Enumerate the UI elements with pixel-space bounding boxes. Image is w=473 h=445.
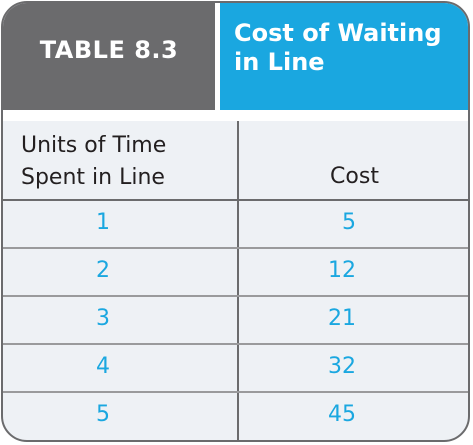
table-row: 5 45: [3, 393, 468, 440]
table-body: Units of Time Spent in Line Cost 1 5 2 1…: [3, 121, 468, 440]
table-row: 4 32: [3, 345, 468, 393]
table-title-box: Cost of Waiting in Line: [220, 3, 468, 110]
table-label: TABLE 8.3: [39, 35, 179, 64]
table-row: 2 12: [3, 249, 468, 297]
column-header-cost: Cost: [330, 164, 379, 189]
units-cell: 3: [96, 306, 110, 331]
table-header: TABLE 8.3 Cost of Waiting in Line: [3, 3, 468, 110]
cost-cell: 32: [328, 354, 356, 379]
header-divider: [215, 3, 220, 110]
header-separator: [3, 110, 468, 121]
cost-cell: 5: [342, 210, 356, 235]
column-header-row: Units of Time Spent in Line Cost: [3, 121, 468, 201]
column-divider: [237, 121, 239, 440]
units-cell: 4: [96, 354, 110, 379]
units-cell: 2: [96, 258, 110, 283]
table-title: Cost of Waiting in Line: [234, 19, 442, 76]
cost-cell: 21: [328, 306, 356, 331]
units-cell: 1: [96, 210, 110, 235]
table-label-box: TABLE 8.3: [3, 3, 215, 110]
table-row: 1 5: [3, 201, 468, 249]
table-row: 3 21: [3, 297, 468, 345]
units-cell: 5: [96, 402, 110, 427]
column-header-units: Units of Time Spent in Line: [21, 133, 167, 190]
cost-cell: 12: [328, 258, 356, 283]
cost-cell: 45: [328, 402, 356, 427]
